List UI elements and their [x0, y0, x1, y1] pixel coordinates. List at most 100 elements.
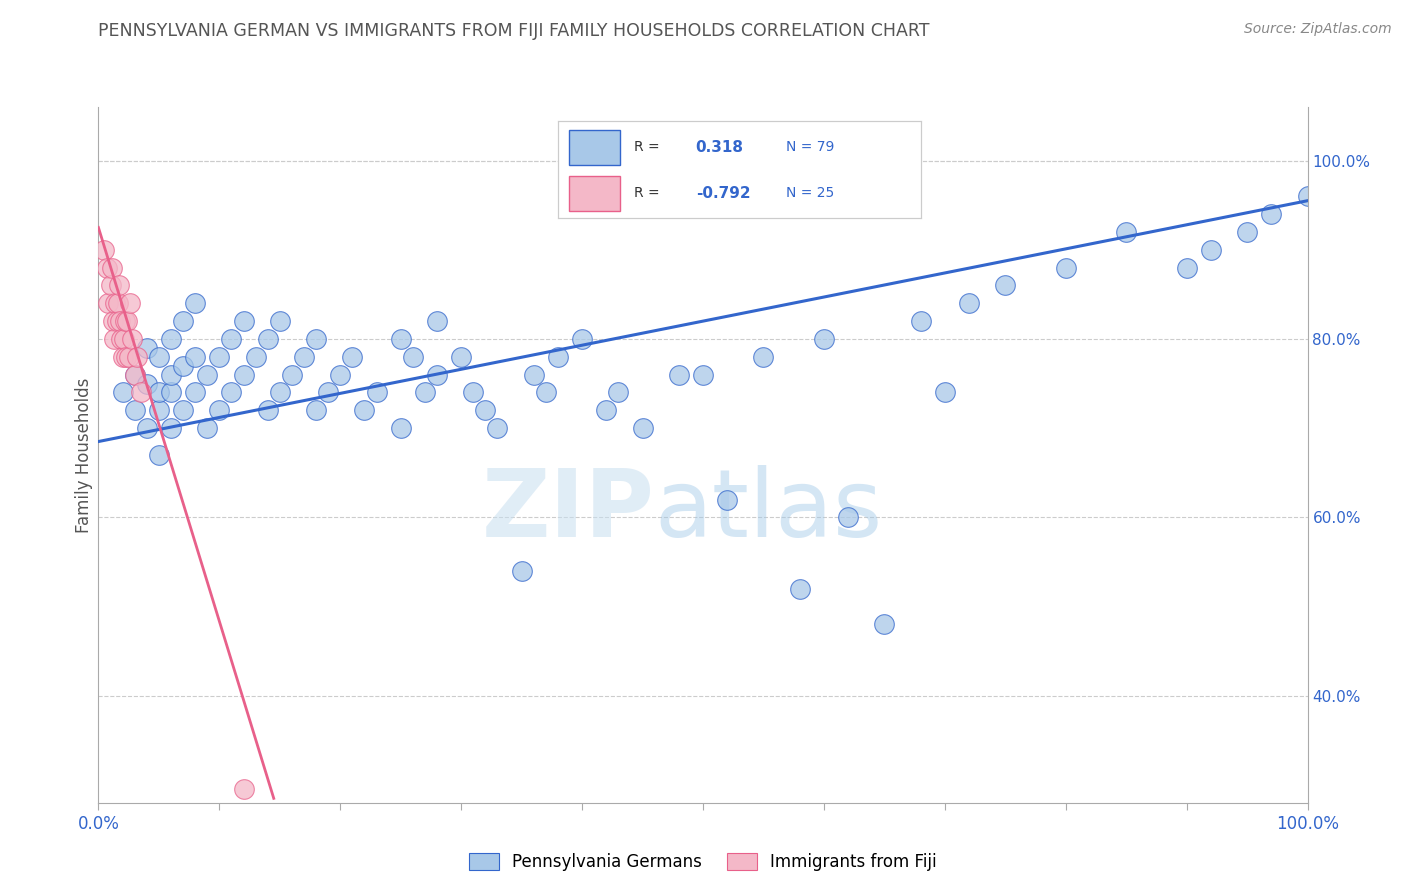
- Point: [1115, 225, 1137, 239]
- Point: [256, 332, 278, 346]
- Point: [994, 278, 1017, 293]
- Point: [316, 385, 339, 400]
- Point: [547, 350, 569, 364]
- Point: [135, 421, 157, 435]
- Point: [232, 368, 254, 382]
- Point: [752, 350, 775, 364]
- Point: [269, 314, 291, 328]
- Point: [124, 368, 146, 382]
- Point: [111, 385, 134, 400]
- Point: [305, 403, 328, 417]
- Point: [571, 332, 593, 346]
- Point: [813, 332, 835, 346]
- Point: [534, 385, 557, 400]
- Point: [121, 332, 143, 346]
- Point: [305, 332, 328, 346]
- Point: [389, 332, 412, 346]
- Point: [96, 260, 118, 275]
- Point: [148, 403, 170, 417]
- Point: [110, 332, 132, 346]
- Point: [172, 359, 194, 373]
- Point: [510, 564, 533, 578]
- Point: [160, 385, 183, 400]
- Point: [135, 341, 157, 355]
- Point: [148, 448, 170, 462]
- Point: [117, 314, 139, 328]
- Point: [910, 314, 932, 328]
- Point: [463, 385, 485, 400]
- Point: [148, 350, 170, 364]
- Point: [115, 350, 138, 364]
- Point: [160, 421, 183, 435]
- Point: [353, 403, 375, 417]
- Point: [100, 260, 122, 275]
- Point: [342, 350, 364, 364]
- Point: [129, 385, 152, 400]
- Point: [245, 350, 267, 364]
- Point: [208, 403, 231, 417]
- Point: [789, 582, 811, 596]
- Point: [221, 385, 243, 400]
- Point: [366, 385, 388, 400]
- Point: [873, 617, 896, 632]
- Point: [934, 385, 956, 400]
- Point: [172, 403, 194, 417]
- Point: [292, 350, 315, 364]
- Point: [127, 350, 149, 364]
- Point: [668, 368, 690, 382]
- Point: [426, 314, 449, 328]
- Point: [1236, 225, 1258, 239]
- Point: [389, 421, 412, 435]
- Point: [148, 385, 170, 400]
- Point: [402, 350, 425, 364]
- Legend: Pennsylvania Germans, Immigrants from Fiji: Pennsylvania Germans, Immigrants from Fi…: [463, 847, 943, 878]
- Point: [100, 278, 122, 293]
- Text: PENNSYLVANIA GERMAN VS IMMIGRANTS FROM FIJI FAMILY HOUSEHOLDS CORRELATION CHART: PENNSYLVANIA GERMAN VS IMMIGRANTS FROM F…: [98, 22, 929, 40]
- Point: [108, 314, 131, 328]
- Text: atlas: atlas: [655, 465, 883, 557]
- Point: [486, 421, 509, 435]
- Point: [329, 368, 352, 382]
- Point: [221, 332, 243, 346]
- Point: [1296, 189, 1319, 203]
- Point: [692, 368, 714, 382]
- Point: [101, 314, 124, 328]
- Point: [118, 296, 141, 310]
- Point: [1054, 260, 1077, 275]
- Point: [281, 368, 304, 382]
- Point: [413, 385, 436, 400]
- Point: [114, 314, 136, 328]
- Point: [837, 510, 859, 524]
- Point: [107, 296, 129, 310]
- Point: [269, 385, 291, 400]
- Point: [631, 421, 654, 435]
- Point: [124, 368, 146, 382]
- Point: [1260, 207, 1282, 221]
- Point: [208, 350, 231, 364]
- Y-axis label: Family Households: Family Households: [75, 377, 93, 533]
- Point: [112, 332, 135, 346]
- Point: [195, 421, 218, 435]
- Point: [595, 403, 617, 417]
- Point: [232, 314, 254, 328]
- Point: [232, 782, 254, 797]
- Point: [716, 492, 738, 507]
- Point: [184, 296, 207, 310]
- Point: [607, 385, 630, 400]
- Text: Source: ZipAtlas.com: Source: ZipAtlas.com: [1244, 22, 1392, 37]
- Point: [474, 403, 496, 417]
- Point: [957, 296, 980, 310]
- Point: [111, 350, 134, 364]
- Point: [135, 376, 157, 391]
- Point: [195, 368, 218, 382]
- Point: [103, 332, 125, 346]
- Point: [1199, 243, 1222, 257]
- Point: [160, 332, 183, 346]
- Point: [184, 385, 207, 400]
- Point: [104, 296, 127, 310]
- Point: [97, 296, 120, 310]
- Point: [160, 368, 183, 382]
- Text: ZIP: ZIP: [482, 465, 655, 557]
- Point: [523, 368, 546, 382]
- Point: [172, 314, 194, 328]
